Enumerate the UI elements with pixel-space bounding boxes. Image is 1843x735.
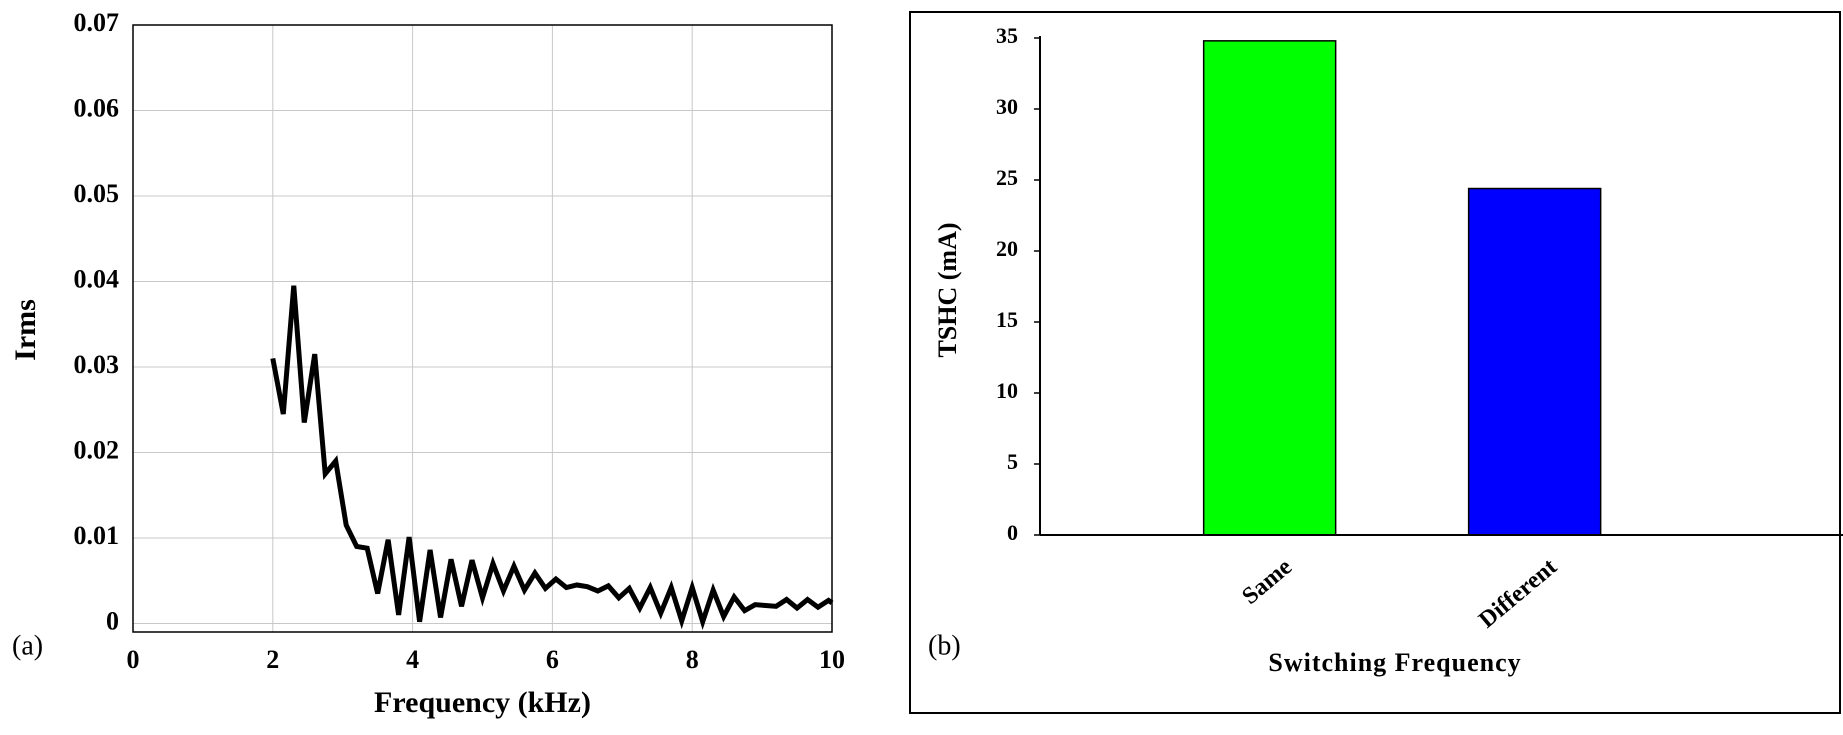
y-tick-label: 15 bbox=[996, 307, 1018, 332]
x-tick-label: 10 bbox=[819, 645, 845, 674]
y-tick-label: 5 bbox=[1007, 449, 1018, 474]
y-tick-label: 30 bbox=[996, 94, 1018, 119]
x-tick-label: Same bbox=[1237, 554, 1297, 610]
x-axis-label: Switching Frequency bbox=[1268, 648, 1521, 677]
y-tick-label: 10 bbox=[996, 378, 1018, 403]
x-tick-label: 0 bbox=[127, 645, 140, 674]
y-tick-label: 0.03 bbox=[74, 350, 120, 379]
y-axis-label: TSHC (mA) bbox=[933, 222, 962, 357]
bar bbox=[1202, 40, 1337, 536]
x-axis-label: Frequency (kHz) bbox=[374, 686, 591, 719]
y-tick-label: 0.07 bbox=[74, 8, 120, 37]
y-tick-label: 20 bbox=[996, 236, 1018, 261]
x-tick-label: 4 bbox=[406, 645, 419, 674]
y-tick-label: 0.06 bbox=[74, 93, 120, 122]
y-tick-label: 0 bbox=[106, 606, 119, 635]
line-series bbox=[270, 285, 834, 630]
x-tick-label: Different bbox=[1474, 554, 1562, 634]
y-tick-label: 0.01 bbox=[74, 521, 120, 550]
y-tick-label: 35 bbox=[996, 23, 1018, 48]
plot-frame bbox=[132, 24, 833, 633]
x-tick-label: 8 bbox=[686, 645, 699, 674]
y-tick-label: 0 bbox=[1007, 520, 1018, 545]
bar bbox=[1467, 187, 1602, 536]
x-tick-label: 2 bbox=[266, 645, 279, 674]
y-tick-label: 0.05 bbox=[74, 179, 120, 208]
y-tick-label: 0.02 bbox=[74, 435, 120, 464]
x-tick-label: 6 bbox=[546, 645, 559, 674]
y-axis-label: Irms bbox=[9, 299, 42, 361]
panel-label: (b) bbox=[928, 630, 961, 661]
y-tick-label: 0.04 bbox=[74, 264, 120, 293]
panel-frame bbox=[909, 11, 1841, 714]
panel-label: (a) bbox=[12, 630, 43, 661]
y-tick-label: 25 bbox=[996, 165, 1018, 190]
